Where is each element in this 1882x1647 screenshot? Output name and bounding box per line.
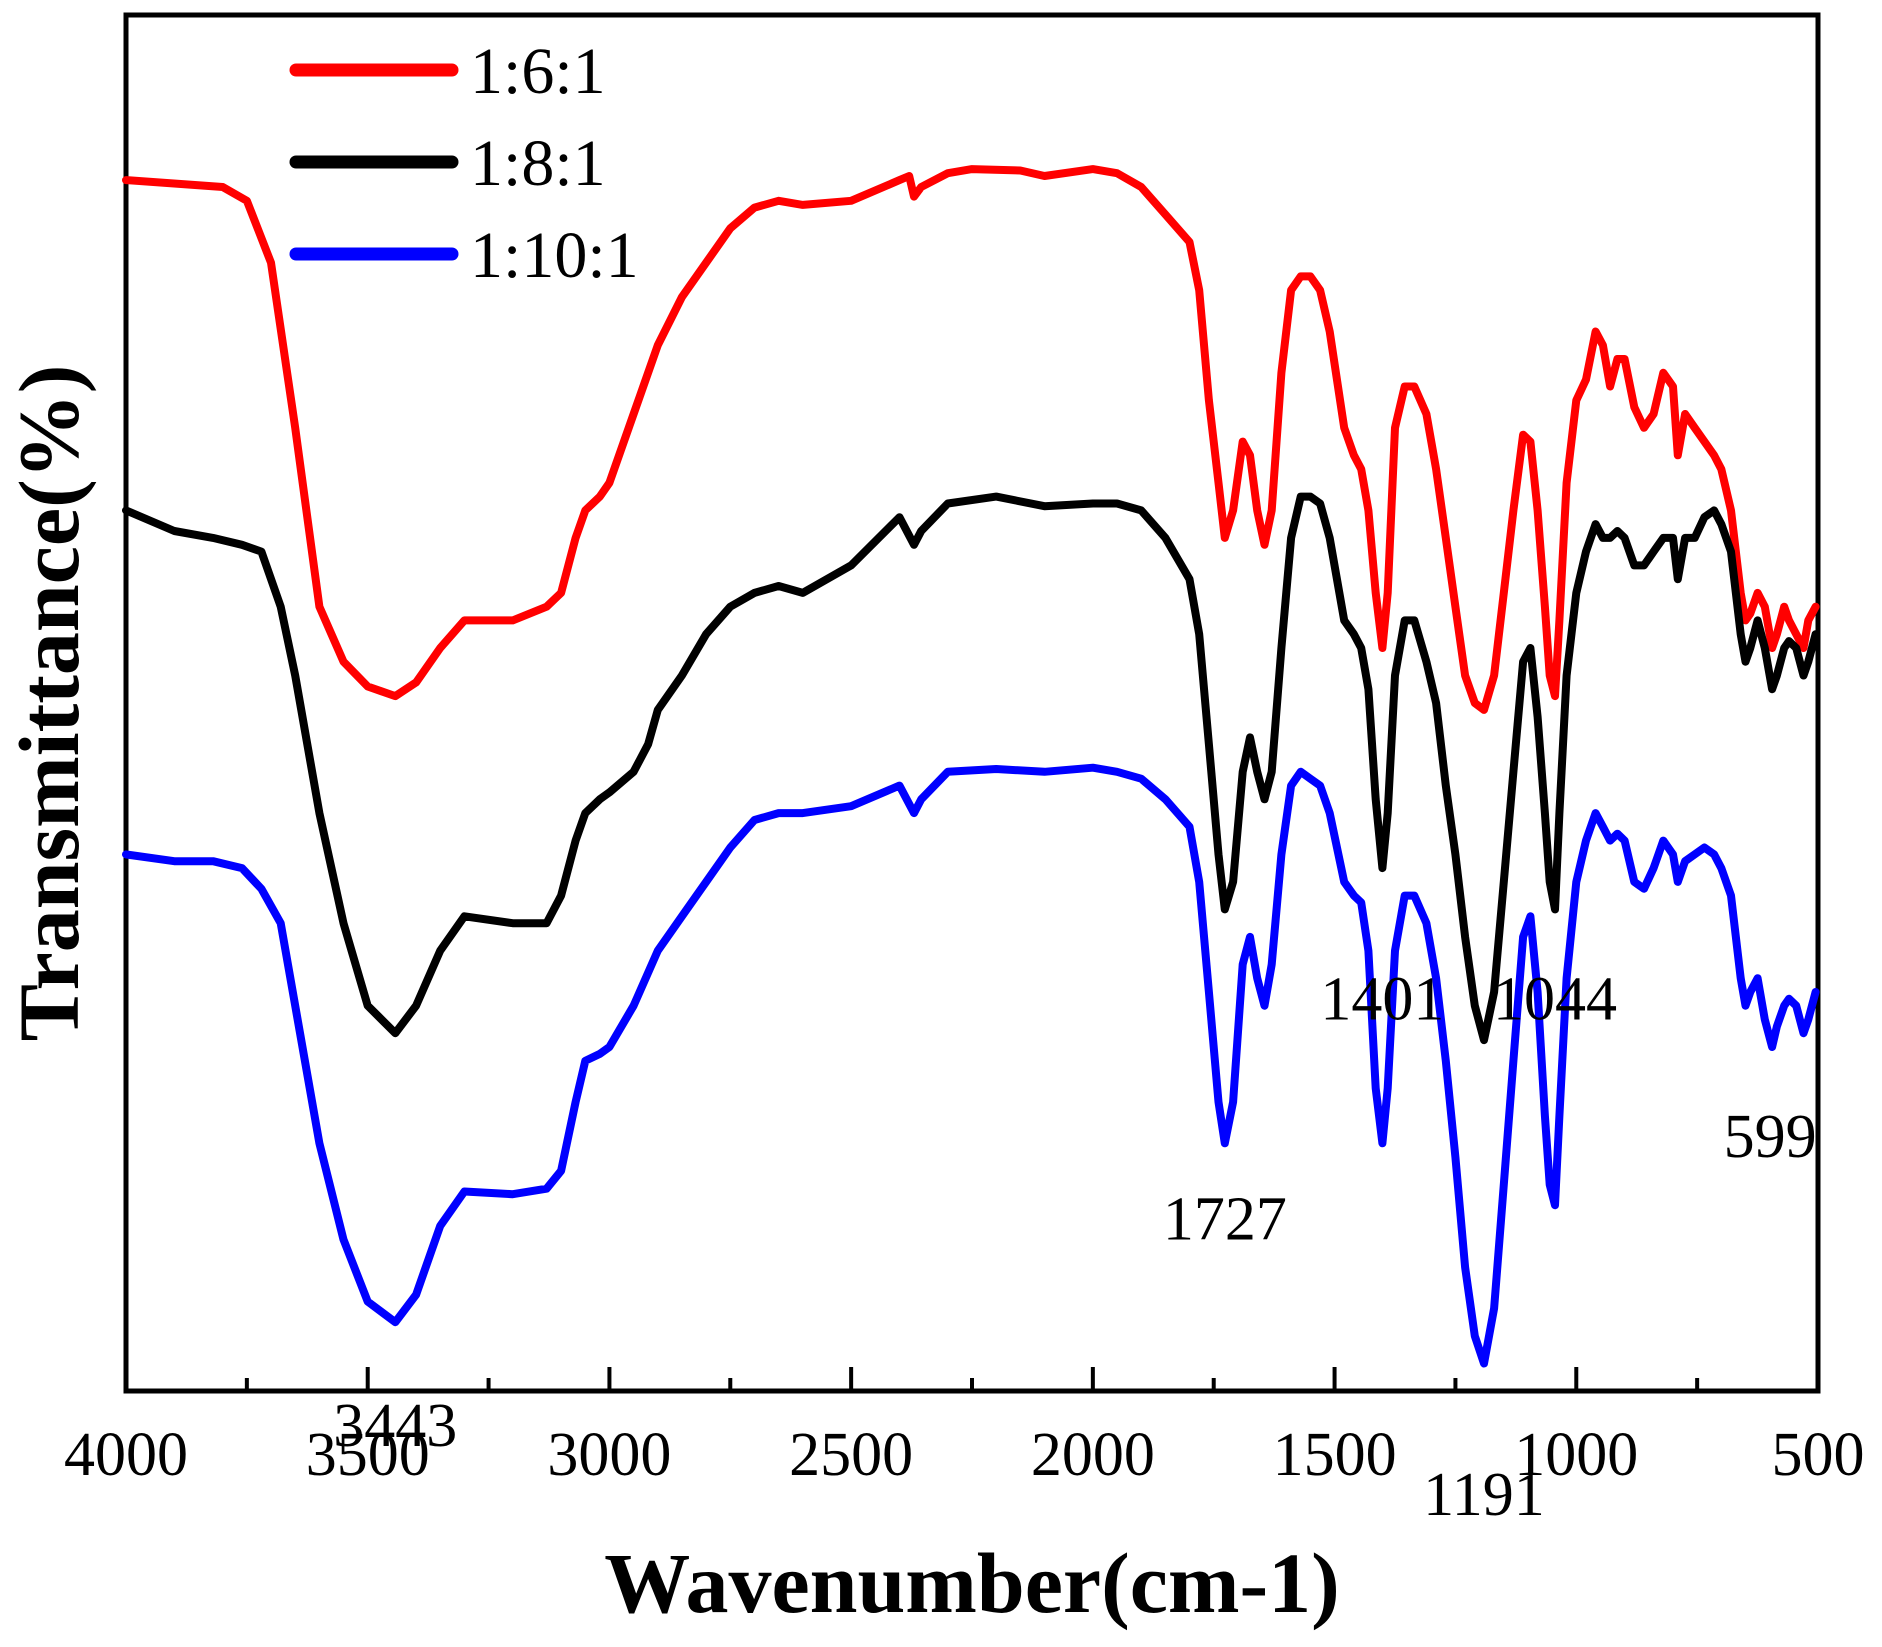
legend-label-1: 1:8:1 [470, 127, 606, 200]
x-tick-label: 1500 [1273, 1421, 1397, 1489]
x-tick-label: 4000 [64, 1421, 188, 1489]
peak-annotations: 3443 1727 1401 1191 1044 599 [333, 965, 1816, 1528]
x-tick-label: 3000 [547, 1421, 671, 1489]
x-axis-ticks: 4000 3500 3000 2500 2000 1500 1000 500 [64, 1367, 1865, 1489]
peak-label: 1727 [1163, 1186, 1287, 1254]
series-line-0 [122, 165, 1820, 714]
series-line-2 [122, 763, 1820, 1368]
x-tick-label: 500 [1772, 1421, 1865, 1489]
peak-label: 3443 [333, 1392, 457, 1460]
series-layer [122, 165, 1820, 1368]
y-axis-title: Transmittance(%) [1, 365, 97, 1042]
x-tick-label: 3500 [306, 1421, 430, 1489]
x-tick-label: 1000 [1514, 1421, 1638, 1489]
peak-label: 1044 [1493, 965, 1617, 1033]
peak-label: 1191 [1423, 1461, 1545, 1529]
series-line-1 [122, 492, 1820, 1045]
peak-label: 1401 [1320, 965, 1444, 1033]
x-tick-label: 2000 [1031, 1421, 1155, 1489]
legend-label-0: 1:6:1 [470, 35, 606, 108]
x-axis-title: Wavenumber(cm-1) [604, 1535, 1340, 1631]
legend: 1:6:1 1:8:1 1:10:1 [289, 35, 639, 292]
legend-label-2: 1:10:1 [470, 219, 639, 292]
x-tick-label: 2500 [789, 1421, 913, 1489]
peak-label: 599 [1724, 1103, 1817, 1171]
